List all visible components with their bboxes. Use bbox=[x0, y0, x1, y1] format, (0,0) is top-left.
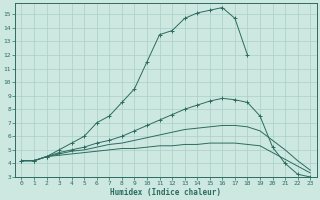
X-axis label: Humidex (Indice chaleur): Humidex (Indice chaleur) bbox=[110, 188, 221, 197]
